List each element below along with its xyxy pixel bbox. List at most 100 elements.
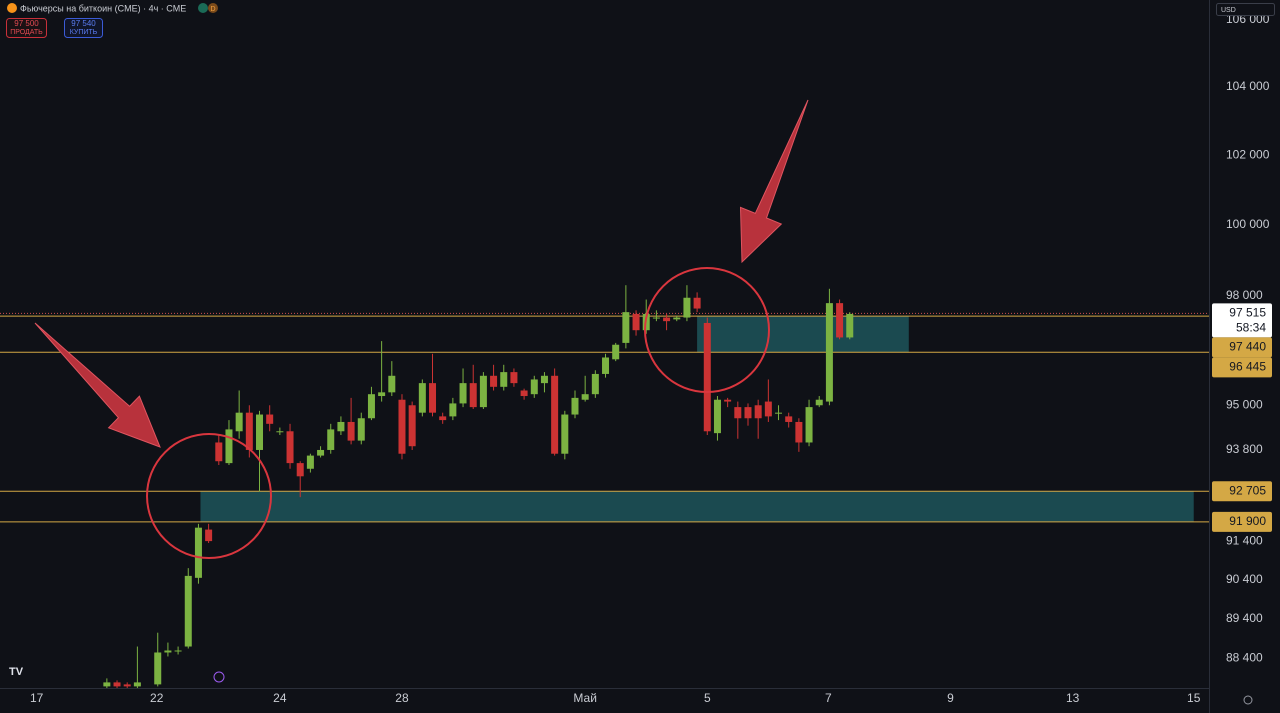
candle-body [703,322,711,432]
level-price-box [1212,357,1272,378]
buy-button[interactable] [64,18,103,38]
candle-body [184,575,192,647]
status-dot [198,3,208,13]
candle-body [408,405,416,447]
level-price-box [1212,481,1272,502]
candle-body [500,372,508,387]
level-price-label: 91 900 [1229,514,1266,528]
candle-body [591,373,599,395]
candle-body [632,313,640,331]
candle-body [652,317,660,319]
candle-body [245,412,253,450]
countdown: 58:34 [1236,321,1266,335]
candle-body [836,303,844,338]
arrow [34,322,161,448]
candle-body [347,421,355,441]
symbol-title: Фьючерсы на биткоин (CME) · 4ч · CME [20,3,186,13]
candle-body [673,317,681,320]
candle-body [317,449,325,456]
candle-body [367,394,375,419]
candle-body [622,312,630,343]
candle-body [194,527,202,578]
candle-body [215,442,223,462]
candle-body [174,650,182,652]
candle-body [612,344,620,360]
event-icon[interactable] [213,671,225,683]
candle-body [744,407,752,419]
level-price-label: 92 705 [1229,483,1266,497]
x-tick-label: 13 [1066,691,1080,705]
candle-body [357,418,365,441]
zone [697,316,909,353]
candle-body [520,390,528,397]
y-tick-label: 102 000 [1226,147,1270,161]
level-price-label: 97 440 [1229,340,1266,354]
candle-body [113,682,121,687]
candle-body [205,529,213,542]
x-tick-label: 17 [30,691,44,705]
candle-body [235,412,243,432]
candle-body [602,357,610,374]
candle-body [133,682,141,687]
candle-body [581,394,589,400]
level-price-label: 96 445 [1229,360,1266,374]
candle-body [439,416,447,421]
x-tick-label: 28 [395,691,409,705]
candle-body [683,297,691,318]
buy-price[interactable]: 97 540 [71,19,96,28]
candle-body [510,372,518,384]
sell-label[interactable]: ПРОДАТЬ [10,29,43,36]
highlight-circle [644,267,770,393]
candle-body [805,407,813,443]
candle-body [276,431,284,433]
candle-body [775,412,783,414]
candle-body [785,416,793,422]
candle-body [764,401,772,417]
candle-body [449,403,457,417]
sell-price[interactable]: 97 500 [14,19,39,28]
x-tick-label: 15 [1187,691,1201,705]
x-tick-label: Май [573,691,597,705]
candle-body [225,429,233,464]
candle-body [306,455,314,469]
y-tick-label: 104 000 [1226,79,1270,93]
candle-body [469,383,477,408]
candle-body [734,407,742,419]
sell-button[interactable] [6,18,47,38]
level-price-box [1212,511,1272,532]
y-tick-label: 100 000 [1226,217,1270,231]
y-tick-label: 93 800 [1226,442,1263,456]
candle-body [337,421,345,432]
candle-body [846,313,854,338]
symbol-icon [7,3,17,13]
candle-body [418,383,426,413]
y-tick-label: 91 400 [1226,533,1263,547]
x-tick-label: 9 [947,691,954,705]
candle-body [571,397,579,415]
candle-body [327,429,335,450]
y-tick-label: 98 000 [1226,288,1263,302]
candle-body [459,383,467,404]
x-tick-label: 24 [273,691,287,705]
badge-text: D [210,6,215,13]
candle-body [123,684,131,687]
plot-area [0,285,1209,688]
status-badge [208,3,218,13]
settings-icon[interactable] [1243,695,1253,705]
candle-body [378,392,386,397]
logo: TV [9,666,24,678]
currency[interactable]: USD [1221,7,1236,14]
level-price-box [1212,337,1272,358]
candle-body [286,431,294,464]
candle-body [713,399,721,434]
candle-body [266,414,274,424]
candle-body [551,375,559,454]
candle-body [530,379,538,395]
x-tick-label: 22 [150,691,164,705]
currency-select[interactable] [1216,3,1275,16]
zone [200,491,1194,522]
candle-body [540,375,548,384]
candle-body [398,399,406,454]
buy-label[interactable]: КУПИТЬ [70,29,98,36]
